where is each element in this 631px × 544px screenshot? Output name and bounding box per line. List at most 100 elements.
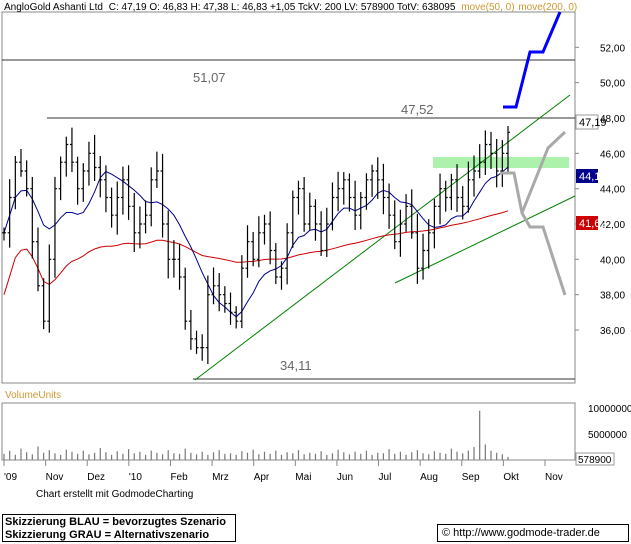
ohlc-bar bbox=[443, 180, 448, 212]
ohlc-bar bbox=[421, 233, 426, 280]
support-zone bbox=[433, 157, 569, 168]
ohlc-bar bbox=[92, 134, 97, 181]
ohlc-bars bbox=[2, 125, 510, 365]
ma200-value: 41,62 bbox=[579, 218, 607, 230]
ohlc-bar bbox=[353, 180, 358, 230]
ohlc-bar bbox=[2, 227, 6, 241]
ohlc-bar bbox=[160, 153, 165, 238]
ohlc-bar bbox=[137, 206, 142, 249]
ohlc-bar bbox=[177, 243, 182, 290]
ohlc-bar bbox=[494, 138, 499, 188]
ohlc-bar bbox=[149, 167, 154, 227]
ohlc-bar bbox=[500, 140, 505, 187]
ohlc-bar bbox=[194, 330, 199, 354]
scenario-gray-up bbox=[520, 130, 567, 214]
chart-title-name: AngloGold Ashanti Ltd bbox=[4, 2, 103, 13]
y-tick-label: 52,00 bbox=[600, 43, 625, 54]
ohlc-bar bbox=[279, 261, 284, 290]
ohlc-bar bbox=[336, 171, 341, 212]
ohlc-bar bbox=[489, 131, 494, 170]
x-tick-label: Nov bbox=[46, 472, 64, 483]
source-url: http://www.godmode-trader.de bbox=[453, 527, 600, 539]
ohlc-bar bbox=[370, 164, 375, 197]
ohlc-bar bbox=[506, 125, 510, 172]
last-price-value: 47,19 bbox=[579, 117, 607, 129]
x-tick-label: Nov bbox=[545, 472, 563, 483]
ohlc-bar bbox=[262, 214, 267, 245]
volume-bars bbox=[3, 410, 509, 460]
y-axis: 52,00 50,00 48,00 46,00 44,00 42,00 40,00 38,00… bbox=[575, 43, 625, 337]
ma200-tag bbox=[576, 216, 598, 230]
ohlc-bar bbox=[58, 156, 63, 201]
ma50-legend: move(50, 0) bbox=[461, 2, 514, 13]
ohlc-bar bbox=[466, 161, 471, 213]
ohlc-bar bbox=[47, 244, 52, 333]
y-tick-label: 36,00 bbox=[600, 326, 625, 337]
ma200-legend: move(200, 0) bbox=[518, 2, 577, 13]
ohlc-bar bbox=[86, 141, 91, 186]
x-tick-label: Jul bbox=[379, 472, 392, 483]
ohlc-bar bbox=[239, 255, 244, 329]
legend-blue-text: Skizzierung BLAU = bevorzugtes Szenario bbox=[5, 516, 226, 528]
ohlc-bar bbox=[432, 198, 437, 249]
ohlc-bar bbox=[211, 267, 216, 305]
level-high-label: 51,07 bbox=[193, 70, 226, 85]
ohlc-bar bbox=[273, 243, 278, 285]
ma50-line bbox=[3, 166, 509, 318]
x-axis: '09 Nov Dez '10 Feb Mrz Apr Mai Jun Jul Aug Sep Okt N… bbox=[3, 460, 563, 483]
ohlc-bar bbox=[120, 166, 125, 215]
y-tick-label: 48,00 bbox=[600, 114, 625, 125]
x-tick-label: Dez bbox=[87, 472, 105, 483]
ohlc-bar bbox=[103, 165, 108, 213]
ohlc-bar bbox=[449, 173, 454, 211]
ohlc-bar bbox=[35, 227, 40, 292]
ohlc-bar bbox=[268, 211, 273, 265]
y-tick-label: 42,00 bbox=[600, 220, 625, 231]
y-tick-label: 40,00 bbox=[600, 255, 625, 266]
trendline-long bbox=[394, 195, 576, 284]
scenario-blue bbox=[503, 11, 562, 109]
volume-last-tag bbox=[575, 452, 615, 466]
ohlc-bar bbox=[296, 180, 301, 215]
ohlc-bar bbox=[228, 292, 233, 325]
source-link[interactable]: © http://www.godmode-trader.de bbox=[437, 524, 629, 542]
ohlc-bar bbox=[143, 200, 148, 234]
x-tick-label: Mai bbox=[295, 472, 311, 483]
ohlc-bar bbox=[415, 213, 420, 284]
scenario-legend: Skizzierung BLAU = bevorzugtes Szenario … bbox=[2, 514, 236, 542]
ohlc-bar bbox=[75, 156, 80, 205]
ohlc-bar bbox=[166, 210, 171, 279]
ohlc-bar bbox=[188, 309, 193, 350]
ohlc-bar bbox=[347, 173, 352, 212]
x-tick-label: Sep bbox=[462, 472, 480, 483]
ohlc-bar bbox=[52, 176, 57, 278]
y-tick-label: 44,00 bbox=[600, 185, 625, 196]
ohlc-bar bbox=[183, 267, 188, 330]
ohlc-bar bbox=[256, 216, 261, 268]
ohlc-bar bbox=[324, 207, 329, 258]
ohlc-bar bbox=[109, 187, 114, 228]
ohlc-bar bbox=[341, 172, 346, 205]
ohlc-bar bbox=[426, 219, 431, 269]
ohlc-bar bbox=[13, 156, 18, 210]
ohlc-bar bbox=[7, 179, 12, 248]
ohlc-bar bbox=[472, 155, 477, 197]
ohlc-bar bbox=[217, 273, 222, 312]
ohlc-bar bbox=[200, 334, 205, 361]
ohlc-bar bbox=[115, 181, 120, 235]
ma50-tag bbox=[576, 169, 598, 183]
level-mid-label: 47,52 bbox=[401, 102, 434, 117]
volume-panel-frame bbox=[1, 402, 576, 461]
ohlc-bar bbox=[398, 209, 403, 257]
x-tick-label: Mrz bbox=[212, 472, 229, 483]
ohlc-bar bbox=[460, 186, 465, 220]
ma50-value: 44,12 bbox=[579, 171, 607, 183]
volume-tick-label: 5000000 bbox=[588, 430, 627, 441]
volume-axis: 10000000 5000000 bbox=[588, 404, 631, 441]
ohlc-bar bbox=[313, 199, 318, 241]
level-low-label: 34,11 bbox=[280, 358, 312, 373]
volume-last-value: 578900 bbox=[578, 455, 612, 466]
ohlc-bar bbox=[30, 176, 35, 259]
ohlc-bar bbox=[251, 232, 256, 267]
